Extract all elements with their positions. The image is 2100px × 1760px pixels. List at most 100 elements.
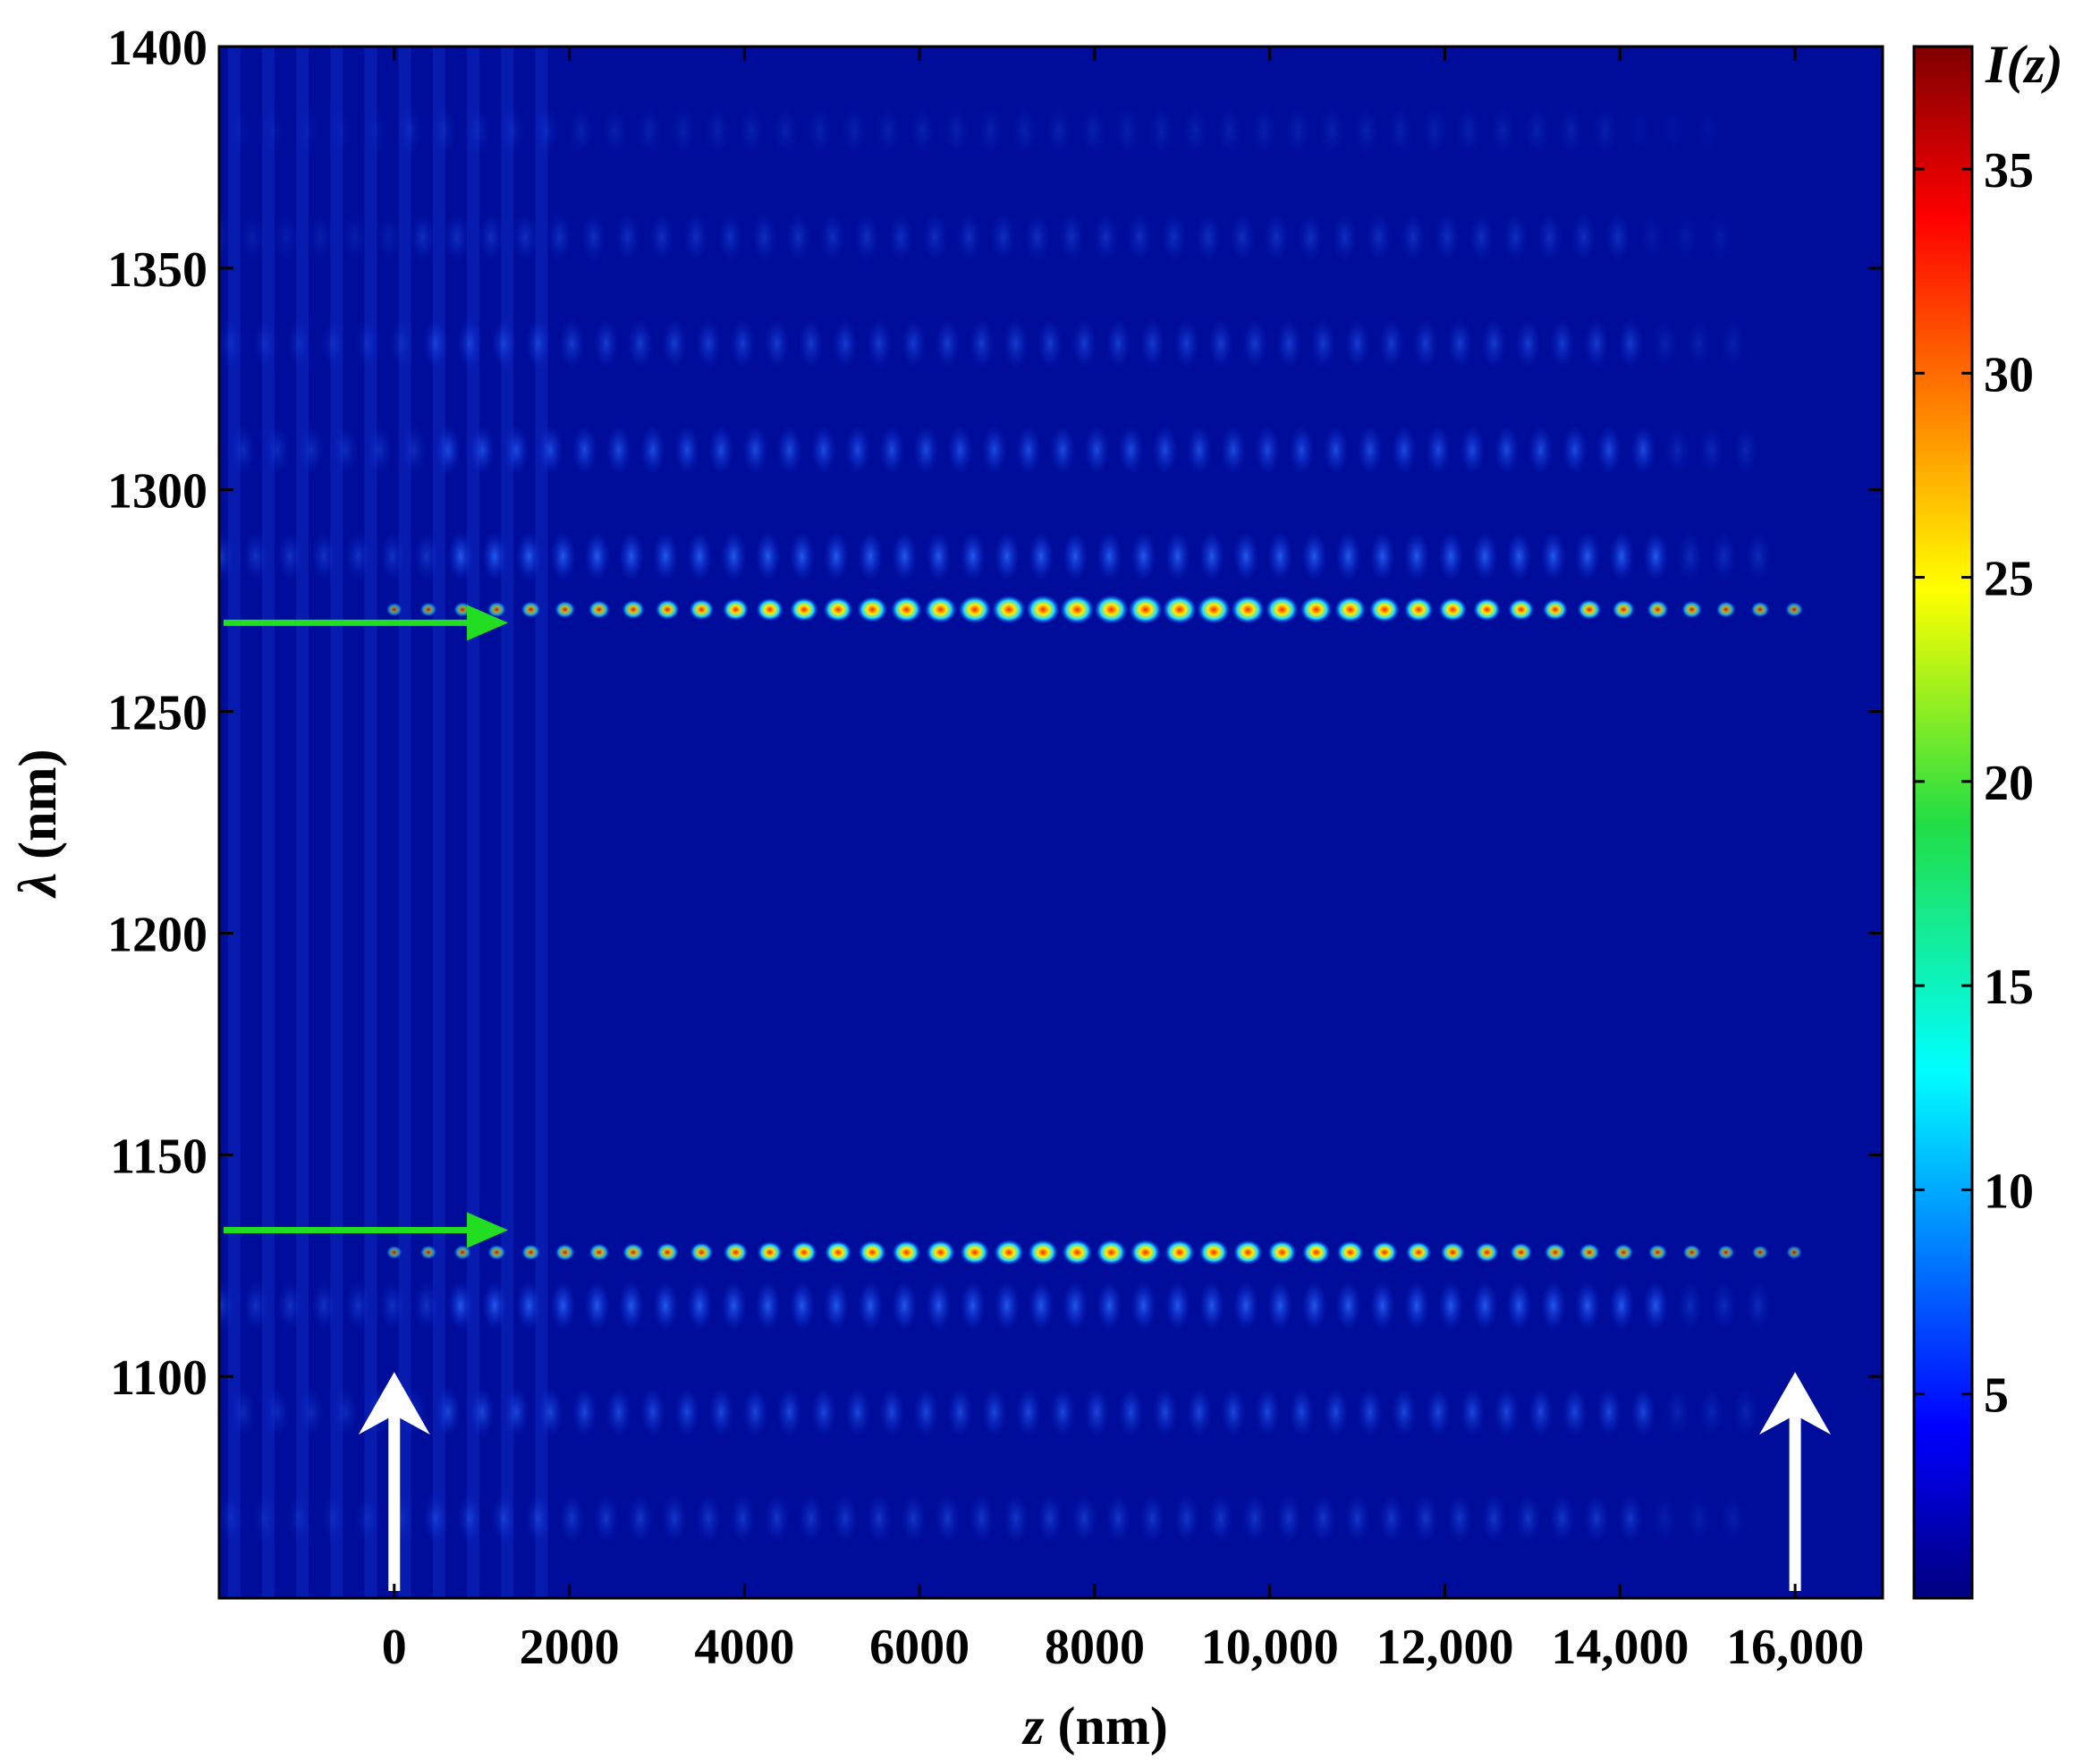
defect-mode-spot: [1094, 595, 1129, 624]
fringe-lobe: [947, 1386, 973, 1437]
fringe-lobe: [807, 106, 833, 157]
fringe-lobe: [776, 1386, 802, 1437]
defect-mode-spot: [1577, 599, 1602, 621]
fringe-lobe: [1524, 106, 1550, 157]
fringe-lobe: [662, 1493, 688, 1544]
fringe-lobe: [1063, 531, 1088, 582]
fringe-lobe: [960, 1280, 986, 1331]
y-tick-label: 1200: [107, 907, 207, 962]
x-tick-label: 4000: [694, 1620, 794, 1675]
fringe-lobe: [320, 318, 346, 369]
fringe-lobe: [538, 1386, 563, 1437]
fringe-lobe: [819, 212, 845, 263]
fringe-lobe: [320, 1493, 346, 1544]
fringe-lobe: [1161, 212, 1187, 263]
fringe-lobe: [845, 425, 871, 476]
fringe-lobe: [482, 1280, 508, 1331]
fringe-lobe: [1391, 425, 1417, 476]
fringe-lobe: [990, 212, 1016, 263]
fringe-lobe: [333, 425, 359, 476]
y-axis: 1100 1150 1200 1250 1300 1350 1400: [107, 21, 1883, 1406]
fringe-lobe: [444, 212, 470, 263]
fringe-lobe: [892, 1280, 918, 1331]
colorbar-tick-label: 10: [1984, 1163, 2034, 1219]
defect-mode-spot: [992, 595, 1026, 624]
fringe-lobe: [308, 212, 334, 263]
y-tick-label: 1400: [107, 21, 207, 76]
defect-mode-spot: [689, 598, 715, 621]
defect-mode-spot: [385, 602, 402, 617]
fringe-lobe: [944, 106, 970, 157]
x-tick-label: 12,000: [1376, 1620, 1514, 1675]
y-tick-label: 1300: [107, 464, 207, 520]
fringe-lobe: [447, 531, 473, 582]
fringe-lobe: [546, 212, 572, 263]
fringe-lobe: [1097, 1280, 1122, 1331]
fringe-lobe: [1549, 318, 1575, 369]
x-axis: 0 2000 4000 6000 8000 10,000 12,000 14,000 16,00…: [382, 47, 1864, 1675]
fringe-stripe: [467, 47, 480, 1598]
fringe-lobe: [342, 212, 368, 263]
fringe-lobe: [242, 531, 268, 582]
colorbar-axis: 5 10 15 20 25 30 35: [1914, 143, 2034, 1424]
fringe-lobe: [1276, 318, 1302, 369]
fringe-lobe: [299, 1386, 325, 1437]
fringe-lobe: [593, 318, 619, 369]
fringe-lobe: [1242, 318, 1268, 369]
fringe-lobe: [219, 531, 234, 582]
fringe-lobe: [482, 531, 508, 582]
defect-mode-spot: [994, 1240, 1024, 1265]
fringe-lobe: [1289, 425, 1315, 476]
fringe-lobe: [785, 212, 811, 263]
fringe-lobe: [512, 212, 538, 263]
fringe-lobe: [978, 106, 1003, 157]
fringe-lobe: [1387, 106, 1413, 157]
fringe-lobe: [193, 106, 218, 156]
x-tick-label: 0: [382, 1620, 407, 1675]
white-arrow-head: [358, 1372, 430, 1435]
defect-mode-spot: [1438, 597, 1468, 622]
fringe-lobe: [470, 1386, 495, 1437]
fringe-lobe: [534, 106, 560, 157]
fringe-lobe: [721, 531, 747, 582]
fringe-lobe: [1216, 106, 1242, 157]
fringe-lobe: [251, 318, 277, 369]
defect-mode-spot: [1062, 1239, 1093, 1265]
fringe-lobe: [1003, 1493, 1029, 1544]
x-tick-label: 8000: [1045, 1620, 1145, 1675]
fringe-lobe: [422, 1493, 448, 1544]
fringe-lobe: [705, 106, 731, 157]
fringe-lobe: [1264, 212, 1290, 263]
fringe-stripe: [330, 47, 343, 1598]
fringe-lobe: [1673, 212, 1699, 263]
fringe-lobe: [1515, 318, 1541, 369]
fringe-lobe: [1105, 318, 1131, 369]
fringe-lobe: [1139, 1493, 1165, 1544]
fringe-lobe: [286, 1493, 312, 1544]
fringe-lobe: [1071, 318, 1097, 369]
fringe-lobe: [478, 212, 504, 263]
fringe-lobe: [1114, 106, 1140, 157]
colorbar-tick-label: 30: [1984, 347, 2034, 402]
colorbar-tick-label: 35: [1984, 143, 2034, 199]
fringe-lobe: [708, 425, 734, 476]
defect-mode-spot: [521, 601, 541, 618]
fringe-lobe: [184, 1493, 209, 1544]
fringe-stripe: [364, 47, 377, 1598]
defect-mode-spot: [1715, 601, 1736, 619]
green-arrow-head: [467, 605, 509, 641]
fringe-lobe: [926, 1280, 952, 1331]
defect-mode-spot: [1371, 1240, 1398, 1264]
fringe-lobe: [354, 318, 380, 369]
fringe-lobe: [568, 106, 594, 157]
fringe-lobe: [867, 318, 893, 369]
fringe-stripe: [501, 47, 514, 1598]
fringe-lobe: [219, 318, 243, 369]
fringe-lobe: [559, 318, 585, 369]
x-tick-label: 2000: [520, 1620, 620, 1675]
y-tick-label: 1150: [110, 1129, 207, 1184]
fringe-lobe: [913, 1386, 939, 1437]
defect-mode-spot: [1301, 1240, 1331, 1265]
fringe-lobe: [1571, 212, 1596, 263]
fringe-lobe: [1152, 425, 1178, 476]
